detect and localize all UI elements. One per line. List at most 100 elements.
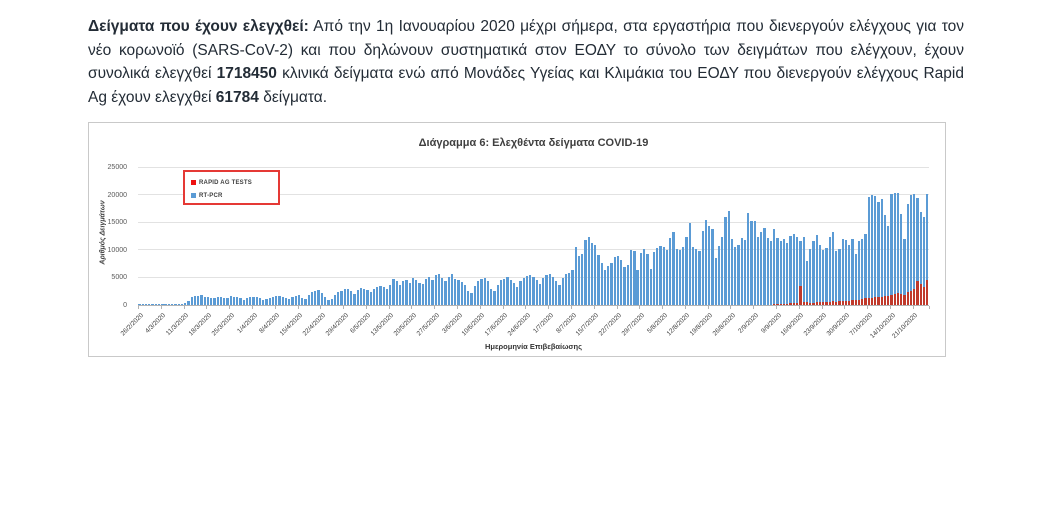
bar-rapid-ag xyxy=(795,302,799,305)
bar-rt-pcr xyxy=(734,247,737,305)
bar-rt-pcr xyxy=(795,237,799,305)
bar-rt-pcr xyxy=(223,297,226,305)
bar-rt-pcr xyxy=(454,278,457,305)
bar-rt-pcr xyxy=(519,280,522,305)
bar-rt-pcr xyxy=(675,248,678,305)
bar-rt-pcr xyxy=(450,274,454,305)
bar-rt-pcr xyxy=(633,250,636,305)
bar-rt-pcr xyxy=(903,238,906,305)
x-tick-label: 19/8/2020 xyxy=(688,312,715,338)
bar-rt-pcr xyxy=(529,274,532,305)
bar-rt-pcr xyxy=(271,296,275,305)
bar-rt-pcr xyxy=(463,284,467,305)
bar-rt-pcr xyxy=(815,234,818,305)
bar-rt-pcr xyxy=(760,232,763,305)
bar-rt-pcr xyxy=(525,275,529,305)
x-tick-mark xyxy=(548,306,550,309)
bar-rt-pcr xyxy=(415,280,418,305)
x-tick-mark xyxy=(183,306,185,309)
bar-rapid-ag xyxy=(854,300,857,305)
bar-rapid-ag xyxy=(776,303,779,305)
bar-rt-pcr xyxy=(587,236,590,305)
bar-rt-pcr xyxy=(773,229,776,305)
bar-rapid-ag xyxy=(857,299,861,305)
bar-rt-pcr xyxy=(480,279,483,305)
bar-rt-pcr xyxy=(659,246,662,305)
bar-rt-pcr xyxy=(786,242,789,305)
bar-rt-pcr xyxy=(307,294,310,305)
x-tick-mark xyxy=(479,306,481,309)
bar-rt-pcr xyxy=(545,275,548,305)
bar-rt-pcr xyxy=(190,296,193,305)
bar-rt-pcr xyxy=(909,195,913,305)
bar-rapid-ag xyxy=(835,301,838,305)
bar-rt-pcr xyxy=(607,266,610,305)
bar-rapid-ag xyxy=(874,297,877,305)
bar-rt-pcr xyxy=(896,193,900,305)
bar-rt-pcr xyxy=(652,251,656,305)
x-tick-mark xyxy=(388,306,390,309)
bar-rt-pcr xyxy=(167,303,171,305)
gridline xyxy=(138,221,929,223)
bar-rt-pcr xyxy=(294,295,297,305)
bar-rt-pcr xyxy=(890,193,893,305)
bar-rt-pcr xyxy=(688,222,691,305)
bar-rapid-ag xyxy=(841,300,844,305)
bar-rt-pcr xyxy=(838,248,841,305)
bar-rapid-ag xyxy=(782,303,786,305)
bar-rt-pcr xyxy=(229,296,232,305)
bar-rt-pcr xyxy=(180,303,184,305)
x-tick-mark xyxy=(707,306,709,309)
bar-rt-pcr xyxy=(408,282,411,305)
bar-rt-pcr xyxy=(333,294,337,305)
bar-rt-pcr xyxy=(323,297,327,305)
bar-rt-pcr xyxy=(476,281,480,305)
bar-rt-pcr xyxy=(646,253,649,305)
bar-rt-pcr xyxy=(818,244,822,305)
bar-rapid-ag xyxy=(812,302,815,305)
bar-rt-pcr xyxy=(802,237,805,305)
bar-rt-pcr xyxy=(750,220,753,305)
bar-rt-pcr xyxy=(844,240,848,305)
bar-rt-pcr xyxy=(310,292,314,305)
gridline xyxy=(138,249,929,251)
x-tick-mark xyxy=(929,306,930,309)
bar-rt-pcr xyxy=(206,296,210,305)
bar-rt-pcr xyxy=(343,289,346,305)
bar-rt-pcr xyxy=(900,214,903,305)
bar-rt-pcr xyxy=(643,249,646,305)
bar-rt-pcr xyxy=(691,247,695,305)
bar-rt-pcr xyxy=(340,290,343,305)
bar-rt-pcr xyxy=(603,269,607,305)
bar-rapid-ag xyxy=(922,286,926,305)
bar-rt-pcr xyxy=(148,303,151,305)
bar-rt-pcr xyxy=(822,250,825,305)
bar-rt-pcr xyxy=(457,279,460,305)
bar-rapid-ag xyxy=(802,301,805,305)
bar-rt-pcr xyxy=(669,238,672,305)
bar-rt-pcr xyxy=(369,291,372,305)
x-tick-label: 25/3/2020 xyxy=(210,312,236,338)
x-tick-mark xyxy=(570,306,572,309)
bar-rt-pcr xyxy=(857,241,861,305)
bar-rt-pcr xyxy=(919,211,922,305)
bar-rt-pcr xyxy=(219,296,223,305)
bar-rt-pcr xyxy=(672,232,675,305)
bar-rt-pcr xyxy=(389,285,392,305)
bar-rt-pcr xyxy=(314,290,317,305)
x-tick-label: 15/7/2020 xyxy=(574,312,601,338)
bar-rt-pcr xyxy=(548,274,551,305)
bar-rt-pcr xyxy=(861,238,864,305)
bar-rt-pcr xyxy=(281,296,284,305)
bar-rt-pcr xyxy=(636,269,639,305)
bar-rt-pcr xyxy=(737,244,740,305)
x-tick-mark xyxy=(160,306,162,309)
bar-rt-pcr xyxy=(301,298,304,305)
x-tick-label: 22/4/2020 xyxy=(301,312,327,338)
bar-rt-pcr xyxy=(499,280,503,305)
bar-rt-pcr xyxy=(639,252,642,305)
bar-rt-pcr xyxy=(496,284,499,305)
bar-rt-pcr xyxy=(467,290,470,305)
bar-rt-pcr xyxy=(532,277,535,305)
bar-rt-pcr xyxy=(610,262,613,305)
